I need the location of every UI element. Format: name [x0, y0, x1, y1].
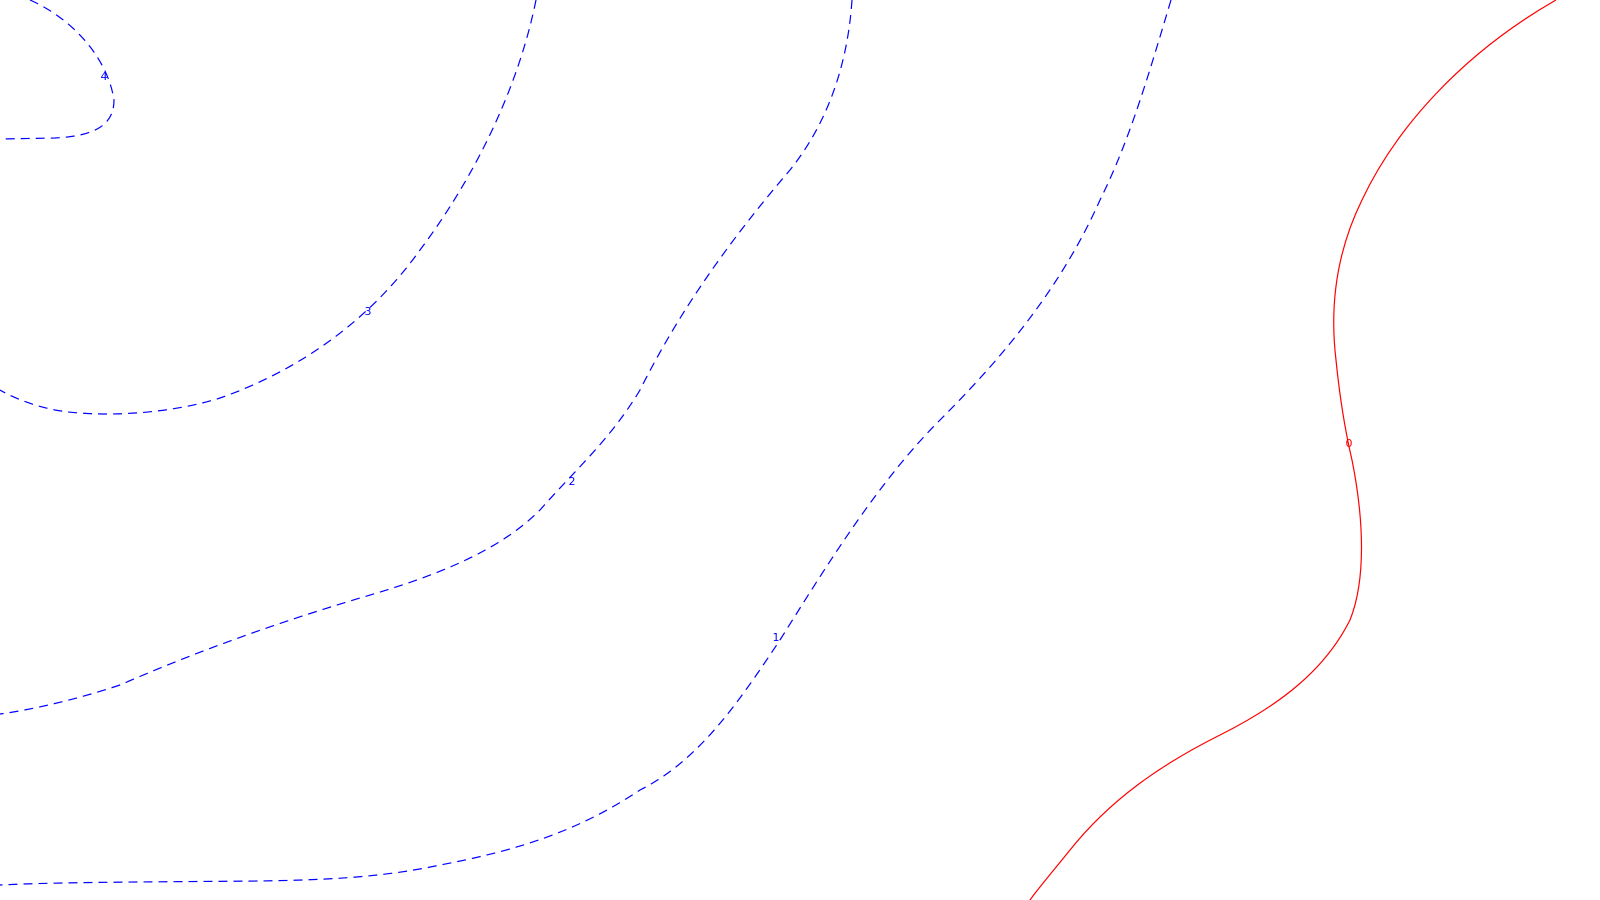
- contour-label-1: 1: [773, 631, 780, 644]
- contour-line-4: [0, 0, 115, 140]
- contour-line-3: [0, 0, 537, 415]
- contour-label-4: 4: [101, 70, 108, 83]
- contour-label-0: 0: [1346, 437, 1353, 450]
- contour-label-3: 3: [365, 305, 372, 318]
- contour-level-1: 1: [0, 0, 1172, 886]
- contour-line-1: [0, 0, 1172, 886]
- contour-label-2: 2: [569, 475, 576, 488]
- contour-level-4: 4: [0, 0, 115, 140]
- contour-line-0: [1029, 0, 1557, 900]
- contour-level-2: 2: [0, 0, 853, 715]
- contour-level-0: 0: [1029, 0, 1557, 900]
- contour-level-3: 3: [0, 0, 537, 415]
- contour-line-2: [0, 0, 853, 715]
